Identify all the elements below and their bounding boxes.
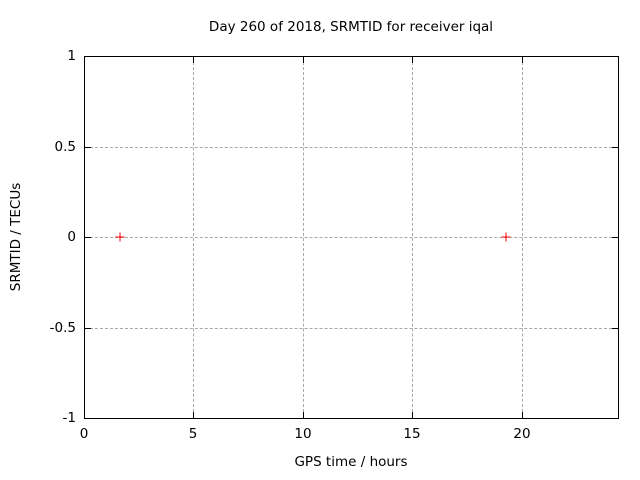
y-tick-label: 0 (67, 229, 76, 245)
y-tick-right (612, 418, 618, 419)
chart-title: Day 260 of 2018, SRMTID for receiver iqa… (208, 19, 494, 35)
y-tick-right (612, 56, 618, 57)
y-tick-label: 0.5 (54, 139, 76, 155)
y-tick-right (612, 328, 618, 329)
gridline-y-0.5 (85, 147, 617, 148)
x-tick-bottom (84, 412, 85, 418)
x-tick-bottom (522, 412, 523, 418)
x-tick-label: 10 (294, 426, 312, 442)
x-tick-label: 15 (403, 426, 421, 442)
x-axis-label: GPS time / hours (294, 454, 408, 470)
x-tick-bottom (303, 412, 304, 418)
y-tick-left (85, 147, 91, 148)
x-tick-top (522, 57, 523, 63)
plot-area (84, 56, 619, 419)
y-tick-label: -1 (62, 410, 76, 426)
y-tick-label: -0.5 (49, 320, 76, 336)
y-tick-left (85, 328, 91, 329)
x-tick-bottom (412, 412, 413, 418)
x-tick-bottom (193, 412, 194, 418)
x-tick-label: 0 (79, 426, 89, 442)
data-point (115, 232, 125, 242)
x-tick-top (412, 57, 413, 63)
y-tick-left (85, 418, 91, 419)
data-point (501, 232, 511, 242)
y-tick-right (612, 147, 618, 148)
x-tick-top (84, 57, 85, 63)
x-tick-label: 20 (513, 426, 531, 442)
x-tick-top (303, 57, 304, 63)
gridline-y--0.5 (85, 328, 617, 329)
y-axis-label: SRMTID / TECUs (8, 182, 24, 292)
y-tick-left (85, 237, 91, 238)
y-tick-left (85, 56, 91, 57)
y-tick-label: 1 (67, 48, 76, 64)
x-tick-top (193, 57, 194, 63)
x-tick-label: 5 (188, 426, 198, 442)
gridline-y-0 (85, 237, 617, 238)
y-tick-right (612, 237, 618, 238)
